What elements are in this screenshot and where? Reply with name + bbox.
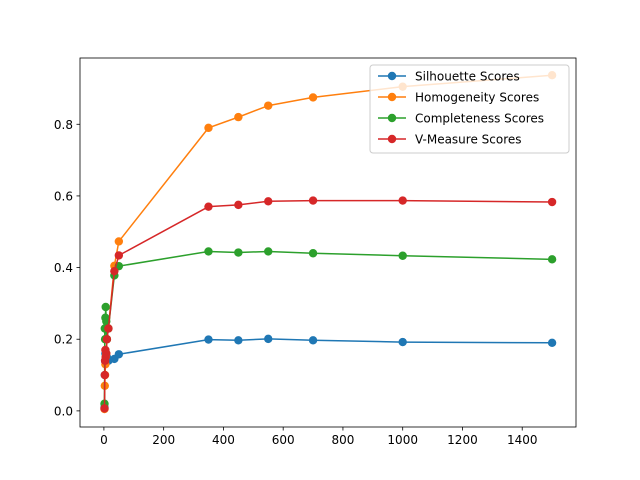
- data-point-v-measure-scores: [102, 335, 112, 344]
- data-point-v-measure-scores: [547, 197, 557, 207]
- data-point-completeness-scores: [308, 249, 318, 258]
- data-point-homogeneity-scores: [114, 237, 124, 246]
- data-point-v-measure-scores: [100, 404, 109, 413]
- data-point-v-measure-scores: [398, 196, 407, 205]
- legend-label: Completeness Scores: [415, 112, 544, 126]
- legend-label: Homogeneity Scores: [415, 91, 539, 105]
- data-point-silhouette-scores: [398, 337, 407, 347]
- series-layer: [100, 71, 557, 414]
- data-point-completeness-scores: [264, 247, 273, 256]
- data-point-completeness-scores: [398, 251, 407, 260]
- legend-label: Silhouette Scores: [415, 70, 520, 84]
- data-point-v-measure-scores: [100, 370, 110, 380]
- data-point-silhouette-scores: [547, 338, 557, 348]
- data-point-completeness-scores: [101, 302, 110, 312]
- data-point-v-measure-scores: [264, 197, 273, 206]
- x-tick-label: 600: [272, 433, 295, 447]
- data-point-homogeneity-scores: [264, 101, 273, 110]
- data-point-homogeneity-scores: [234, 112, 243, 122]
- legend-box: [369, 64, 570, 154]
- x-tick-label: 1200: [447, 433, 478, 447]
- plot-area-frame: [79, 57, 577, 428]
- data-point-v-measure-scores: [204, 202, 213, 211]
- data-point-v-measure-scores: [104, 324, 113, 333]
- legend-marker: [387, 71, 397, 81]
- axes-layer: 0 200 400 600 800 1000 1200 1400 0.0 0.2 0.4 0.6 0.8: [54, 118, 538, 447]
- data-point-v-measure-scores: [234, 200, 243, 210]
- data-point-v-measure-scores: [102, 349, 111, 358]
- x-tick-label: 0: [100, 433, 108, 447]
- data-point-silhouette-scores: [204, 335, 213, 344]
- data-point-v-measure-scores: [308, 196, 318, 205]
- data-point-homogeneity-scores: [204, 123, 213, 133]
- x-tick-label: 400: [212, 433, 235, 447]
- legend-marker: [387, 134, 397, 144]
- y-tick-label: 0.6: [54, 189, 73, 203]
- legend-marker: [387, 113, 397, 123]
- data-point-silhouette-scores: [114, 350, 124, 359]
- data-point-silhouette-scores: [308, 336, 318, 345]
- legend-label: V-Measure Scores: [415, 133, 522, 147]
- x-tick-label: 1400: [507, 433, 538, 447]
- y-tick-label: 0.8: [54, 118, 73, 132]
- data-point-silhouette-scores: [264, 334, 273, 344]
- data-point-homogeneity-scores: [308, 93, 318, 102]
- data-point-silhouette-scores: [234, 336, 243, 345]
- data-point-completeness-scores: [234, 248, 243, 257]
- data-point-v-measure-scores: [114, 251, 124, 260]
- legend: Silhouette Scores Homogeneity Scores Compl…: [369, 64, 570, 154]
- data-point-v-measure-scores: [110, 266, 119, 276]
- data-point-completeness-scores: [204, 247, 213, 256]
- x-tick-label: 200: [152, 433, 175, 447]
- y-tick-label: 0.2: [54, 333, 73, 347]
- x-tick-label: 1000: [387, 433, 418, 447]
- y-tick-label: 0.4: [54, 261, 73, 275]
- legend-marker: [387, 92, 397, 102]
- data-point-completeness-scores: [547, 255, 557, 264]
- y-tick-label: 0.0: [54, 404, 73, 418]
- x-tick-label: 800: [331, 433, 354, 447]
